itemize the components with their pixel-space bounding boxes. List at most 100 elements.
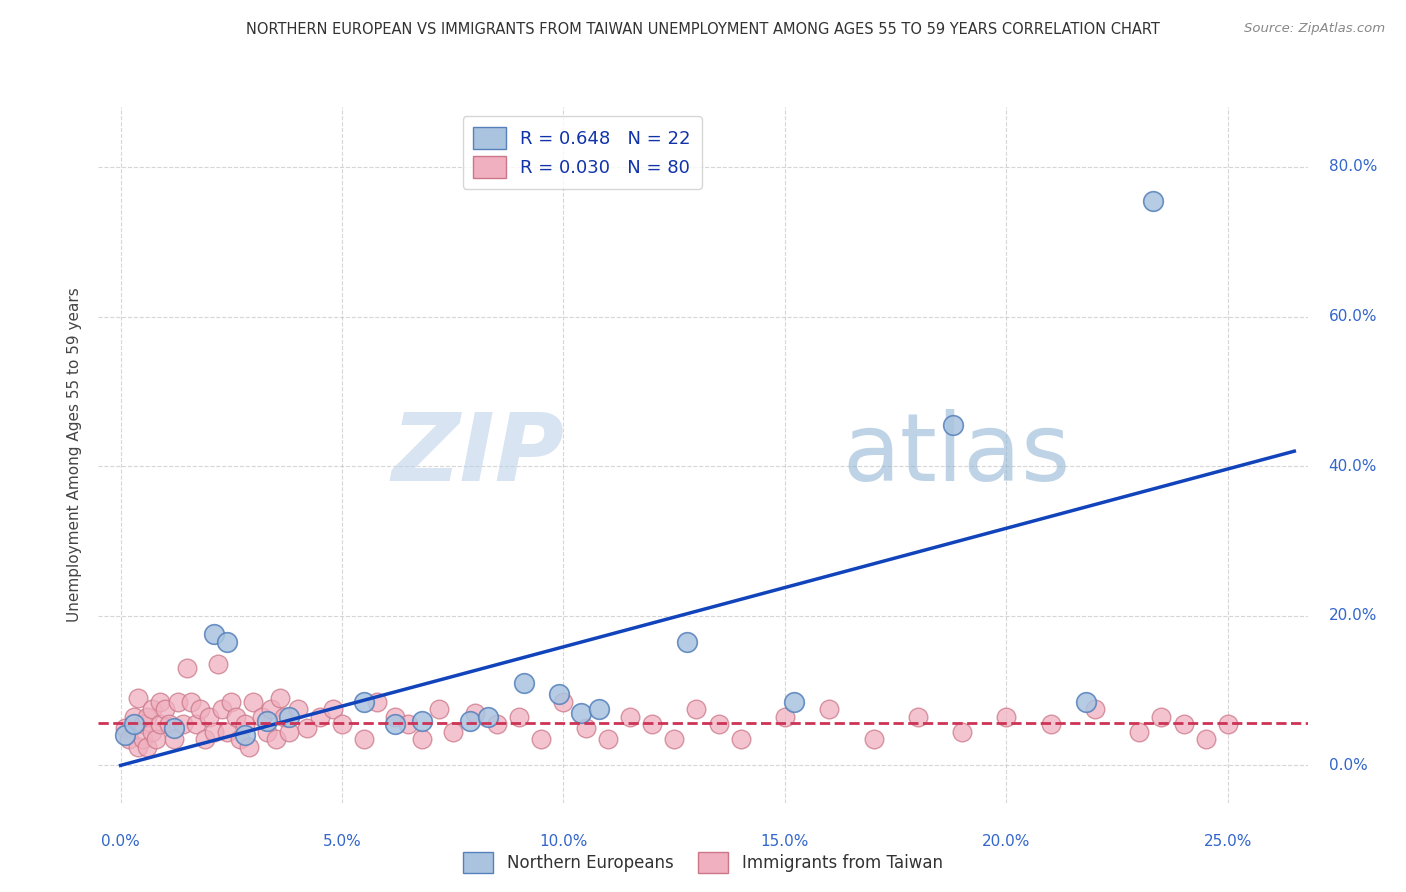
Text: atlas: atlas [842, 409, 1070, 501]
Point [198, 710, 221, 724]
Text: Source: ZipAtlas.com: Source: ZipAtlas.com [1244, 22, 1385, 36]
Point [194, 732, 217, 747]
Point [242, 695, 264, 709]
Point [1142, 194, 1164, 208]
Point [707, 717, 730, 731]
Point [252, 710, 274, 724]
Point [477, 710, 499, 724]
Point [950, 724, 973, 739]
Point [429, 702, 451, 716]
Point [569, 706, 592, 720]
Point [907, 710, 929, 724]
Text: 15.0%: 15.0% [761, 834, 808, 849]
Point [136, 710, 159, 724]
Point [309, 710, 332, 724]
Point [1074, 695, 1097, 709]
Point [238, 739, 260, 754]
Legend: R = 0.648   N = 22, R = 0.030   N = 80: R = 0.648 N = 22, R = 0.030 N = 80 [463, 116, 702, 189]
Point [184, 717, 207, 731]
Point [862, 732, 884, 747]
Point [172, 717, 194, 731]
Point [277, 710, 299, 724]
Point [132, 732, 155, 747]
Point [641, 717, 664, 731]
Text: 25.0%: 25.0% [1204, 834, 1251, 849]
Point [384, 710, 406, 724]
Point [664, 732, 686, 747]
Text: NORTHERN EUROPEAN VS IMMIGRANTS FROM TAIWAN UNEMPLOYMENT AMONG AGES 55 TO 59 YEA: NORTHERN EUROPEAN VS IMMIGRANTS FROM TAI… [246, 22, 1160, 37]
Point [330, 717, 353, 731]
Point [233, 717, 256, 731]
Point [256, 714, 278, 728]
Point [596, 732, 619, 747]
Point [486, 717, 509, 731]
Point [207, 657, 229, 672]
Point [1216, 717, 1239, 731]
Point [1150, 710, 1173, 724]
Text: 40.0%: 40.0% [1329, 458, 1376, 474]
Point [460, 714, 482, 728]
Point [398, 717, 420, 731]
Point [411, 714, 433, 728]
Text: 0.0%: 0.0% [1329, 758, 1368, 772]
Point [188, 702, 211, 716]
Point [221, 695, 243, 709]
Legend: Northern Europeans, Immigrants from Taiwan: Northern Europeans, Immigrants from Taiw… [457, 846, 949, 880]
Y-axis label: Unemployment Among Ages 55 to 59 years: Unemployment Among Ages 55 to 59 years [67, 287, 83, 623]
Point [353, 695, 375, 709]
Point [163, 721, 186, 735]
Point [149, 695, 172, 709]
Text: 5.0%: 5.0% [322, 834, 361, 849]
Point [167, 695, 190, 709]
Point [157, 717, 180, 731]
Point [818, 702, 841, 716]
Point [202, 627, 225, 641]
Point [1084, 702, 1107, 716]
Point [1128, 724, 1150, 739]
Text: ZIP: ZIP [391, 409, 564, 501]
Point [411, 732, 433, 747]
Point [180, 695, 202, 709]
Point [136, 739, 159, 754]
Point [730, 732, 752, 747]
Point [163, 732, 186, 747]
Point [122, 717, 145, 731]
Point [114, 729, 136, 743]
Point [114, 721, 136, 735]
Point [127, 739, 149, 754]
Point [256, 724, 278, 739]
Point [575, 721, 598, 735]
Point [132, 717, 155, 731]
Point [118, 732, 141, 747]
Point [225, 710, 247, 724]
Text: 60.0%: 60.0% [1329, 309, 1376, 324]
Point [229, 732, 252, 747]
Point [127, 691, 149, 706]
Point [588, 702, 610, 716]
Text: 80.0%: 80.0% [1329, 160, 1376, 175]
Point [384, 717, 406, 731]
Point [676, 635, 699, 649]
Text: 20.0%: 20.0% [983, 834, 1031, 849]
Point [366, 695, 388, 709]
Point [1173, 717, 1195, 731]
Point [122, 710, 145, 724]
Point [264, 732, 287, 747]
Point [260, 702, 283, 716]
Point [548, 687, 571, 701]
Point [441, 724, 464, 739]
Point [211, 702, 233, 716]
Point [202, 724, 225, 739]
Point [530, 732, 553, 747]
Point [464, 706, 486, 720]
Point [508, 710, 530, 724]
Point [176, 661, 198, 675]
Point [153, 702, 176, 716]
Point [141, 702, 163, 716]
Point [215, 635, 238, 649]
Point [141, 724, 163, 739]
Point [685, 702, 707, 716]
Point [1195, 732, 1218, 747]
Point [295, 721, 318, 735]
Point [995, 710, 1018, 724]
